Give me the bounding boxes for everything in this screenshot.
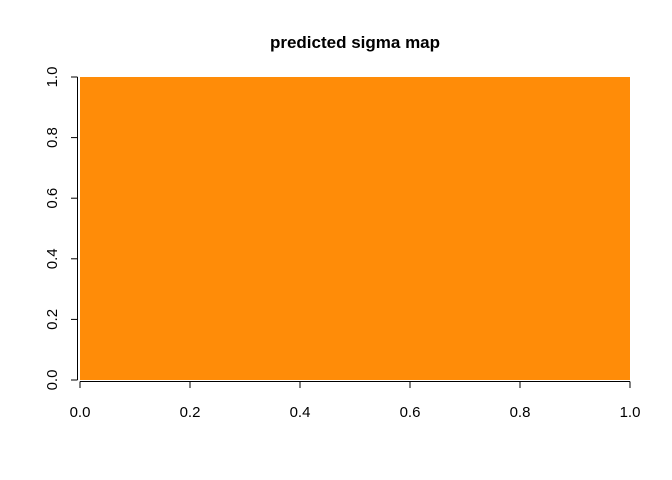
y-tick-label: 0.4 [44,248,61,269]
y-tick-label: 0.2 [44,309,61,330]
x-tick-label: 0.8 [510,404,531,421]
y-tick-label: 1.0 [44,67,61,88]
heatmap-area [80,77,630,380]
y-axis: 0.0 0.2 0.4 0.6 0.8 1.0 [44,67,78,391]
heatmap-cell [80,77,630,380]
y-tick-label: 0.6 [44,188,61,209]
y-tick-label: 0.0 [44,370,61,391]
x-axis: 0.0 0.2 0.4 0.6 0.8 1.0 [70,381,641,421]
x-tick-label: 1.0 [620,404,641,421]
chart-title: predicted sigma map [270,33,440,52]
x-tick-label: 0.0 [70,404,91,421]
x-tick-label: 0.6 [400,404,421,421]
y-tick-label: 0.8 [44,127,61,148]
x-tick-label: 0.2 [180,404,201,421]
x-tick-label: 0.4 [290,404,311,421]
